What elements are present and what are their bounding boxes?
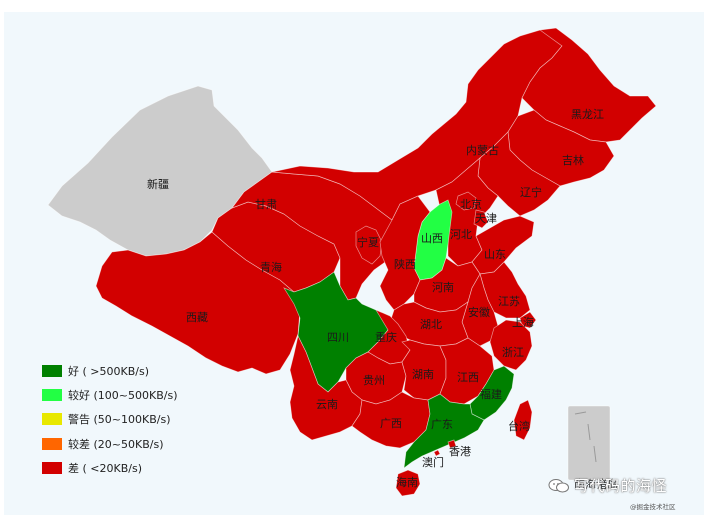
legend-swatch-fairly-good: [42, 389, 62, 402]
region-beijing[interactable]: [455, 191, 477, 211]
region-ningxia[interactable]: [355, 225, 383, 265]
label-tianjin: 天津: [475, 212, 497, 225]
region-heilongjiang[interactable]: [521, 27, 657, 143]
legend-label-good: 好 ( >500KB/s): [68, 365, 149, 379]
label-neimenggu: 内蒙古: [466, 143, 499, 157]
region-xianggang[interactable]: [447, 439, 457, 449]
label-ningxia: 宁夏: [357, 235, 379, 249]
watermark-text: 写代码的海怪: [574, 477, 668, 495]
label-taiwan: 台湾: [508, 419, 530, 433]
legend-label-fairly-poor: 较差 (20~50KB/s): [68, 437, 164, 451]
label-xinjiang: 新疆: [147, 177, 169, 191]
label-hebei: 河北: [450, 228, 472, 241]
legend-label-warning: 警告 (50~100KB/s): [68, 413, 171, 427]
watermark: 写代码的海怪: [548, 475, 667, 496]
label-gansu: 甘肃: [255, 198, 277, 211]
label-fujian: 福建: [480, 387, 502, 401]
region-tianjin[interactable]: [473, 209, 489, 229]
label-anhui: 安徽: [468, 305, 490, 319]
region-nanhai[interactable]: [567, 405, 611, 481]
label-shanghai: 上海: [512, 315, 534, 329]
label-jiangsu: 江苏: [498, 295, 520, 308]
label-guizhou: 贵州: [363, 374, 385, 387]
label-guangdong: 广东: [431, 418, 453, 431]
region-aomen[interactable]: [433, 449, 441, 457]
legend-swatch-poor: [42, 461, 62, 474]
label-guangxi: 广西: [380, 417, 402, 430]
legend-label-poor: 差 ( <20KB/s): [68, 461, 142, 475]
legend-item-fairly-good[interactable]: 较好 (100~500KB/s): [42, 383, 177, 407]
region-hainan[interactable]: [395, 469, 421, 497]
label-heilongjiang: 黑龙江: [571, 108, 604, 121]
label-sichuan: 四川: [327, 331, 349, 344]
watermark-subtext: @掘金技术社区: [630, 503, 676, 511]
label-henan: 河南: [432, 281, 454, 294]
legend: 好 ( >500KB/s) 较好 (100~500KB/s) 警告 (50~10…: [42, 359, 177, 480]
label-xianggang: 香港: [449, 445, 471, 458]
legend-item-poor[interactable]: 差 ( <20KB/s): [42, 456, 177, 480]
label-hubei: 湖北: [420, 318, 442, 331]
label-xizang: 西藏: [186, 311, 208, 324]
legend-item-fairly-poor[interactable]: 较差 (20~50KB/s): [42, 432, 177, 456]
wechat-icon: [548, 478, 569, 492]
region-taiwan[interactable]: [513, 399, 533, 441]
label-shanxi: 山西: [421, 232, 443, 245]
label-nanhai: 南海诸岛: [574, 477, 618, 491]
region-xizang[interactable]: [95, 231, 301, 375]
label-shaanxi: 陕西: [394, 257, 416, 271]
label-jiangxi: 江西: [457, 371, 479, 384]
region-zhejiang[interactable]: [489, 319, 533, 371]
label-hainan: 海南: [396, 475, 418, 489]
label-liaoning: 辽宁: [520, 185, 542, 199]
label-yunnan: 云南: [316, 398, 338, 411]
legend-swatch-good: [42, 365, 62, 378]
nanhai-island-marks: [574, 411, 597, 463]
legend-label-fairly-good: 较好 (100~500KB/s): [68, 389, 178, 403]
legend-item-good[interactable]: 好 ( >500KB/s): [42, 359, 177, 383]
label-jilin: 吉林: [562, 153, 584, 167]
legend-swatch-fairly-poor: [42, 437, 62, 450]
label-aomen: 澳门: [422, 455, 444, 469]
label-zhejiang: 浙江: [502, 346, 524, 359]
label-qinghai: 青海: [260, 260, 282, 274]
legend-swatch-warning: [42, 413, 62, 426]
label-shandong: 山东: [484, 248, 506, 261]
label-chongqing: 重庆: [375, 330, 397, 344]
label-hunan: 湖南: [412, 368, 434, 381]
legend-item-warning[interactable]: 警告 (50~100KB/s): [42, 407, 177, 431]
label-beijing: 北京: [460, 197, 482, 211]
